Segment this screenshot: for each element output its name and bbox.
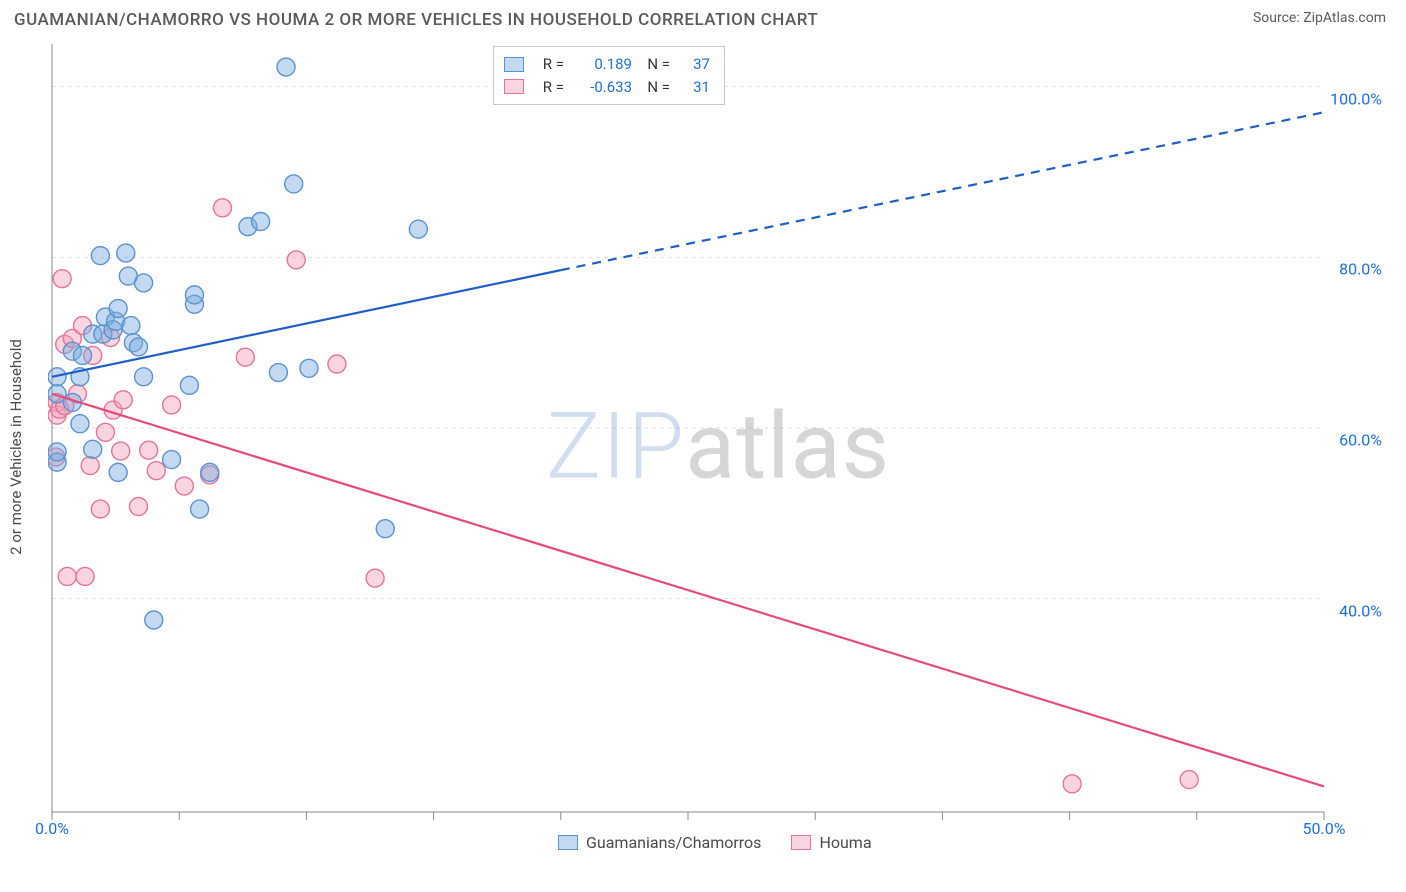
y-tick-label: 40.0% [1339, 601, 1382, 620]
source-attribution: Source: ZipAtlas.com [1253, 10, 1386, 26]
legend-bottom-swatch-1 [791, 835, 811, 850]
legend-r-label-1: R = [534, 76, 564, 99]
legend-series-name-0: Guamanians/Chamorros [586, 833, 761, 852]
legend-item-0: Guamanians/Chamorros [558, 833, 761, 852]
legend-n-label-0: N = [642, 53, 670, 76]
legend-r-value-0: 0.189 [574, 53, 632, 76]
legend-row-series-1: R = -0.633 N = 31 [504, 76, 710, 99]
y-tick-label: 100.0% [1330, 89, 1382, 108]
legend-r-value-1: -0.633 [574, 76, 632, 99]
series-legend: Guamanians/Chamorros Houma [558, 833, 872, 852]
legend-bottom-swatch-0 [558, 835, 578, 850]
legend-row-series-0: R = 0.189 N = 37 [504, 53, 710, 76]
plot-container: 2 or more Vehicles in Household ZIPatlas… [48, 42, 1388, 852]
legend-series-name-1: Houma [819, 833, 871, 852]
y-axis-label: 2 or more Vehicles in Household [7, 339, 25, 555]
y-tick-label: 60.0% [1339, 431, 1382, 450]
legend-n-value-1: 31 [680, 76, 710, 99]
legend-swatch-0 [504, 57, 524, 72]
legend-n-value-0: 37 [680, 53, 710, 76]
correlation-legend: R = 0.189 N = 37 R = -0.633 N = 31 [493, 46, 725, 105]
y-tick-label: 80.0% [1339, 260, 1382, 279]
x-tick-label: 0.0% [35, 819, 69, 838]
x-tick-label: 50.0% [1303, 819, 1346, 838]
legend-r-label-0: R = [534, 53, 564, 76]
chart-title: GUAMANIAN/CHAMORRO VS HOUMA 2 OR MORE VE… [14, 10, 818, 30]
scatter-plot [48, 42, 1388, 852]
legend-swatch-1 [504, 79, 524, 94]
legend-n-label-1: N = [642, 76, 670, 99]
legend-item-1: Houma [791, 833, 871, 852]
